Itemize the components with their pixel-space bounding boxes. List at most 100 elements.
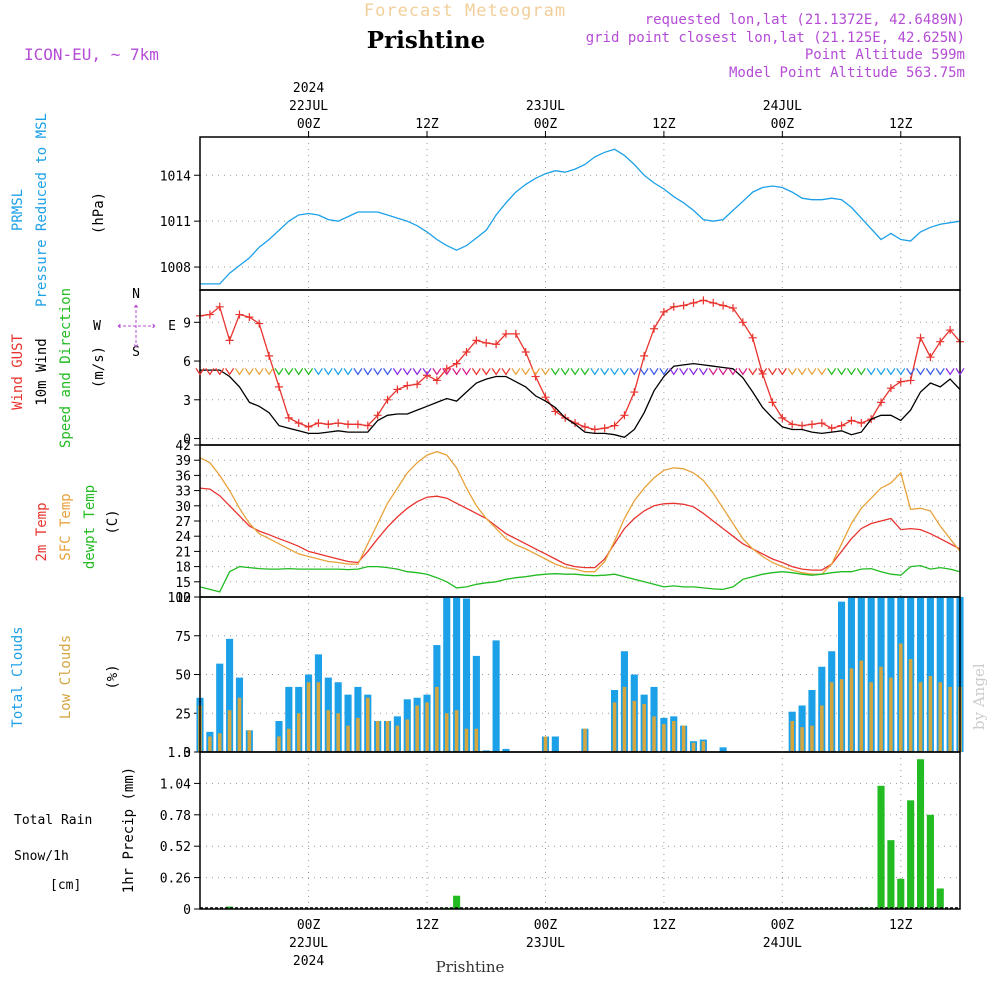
cloud-bar-low: [938, 682, 943, 752]
y-tick-label: 9: [183, 316, 191, 331]
credit-text: by Angel: [970, 663, 988, 730]
wind-direction-arrow: [333, 368, 343, 376]
wind-direction-arrow: [323, 368, 333, 376]
location-title: Prishtine: [367, 27, 486, 54]
gust-marker: [827, 424, 836, 433]
compass-rose-icon: [117, 304, 156, 348]
y-tick-label: 18: [175, 561, 191, 576]
y-tick-label: 3: [183, 394, 191, 409]
wind-direction-arrow: [205, 368, 215, 376]
y-tick-label: 1011: [160, 215, 191, 230]
gust-marker: [837, 421, 846, 430]
top-time-label: 12Z: [415, 117, 439, 132]
wind-direction-arrow: [856, 368, 866, 376]
y-tick-label: 12: [175, 591, 191, 606]
panel-clouds: 0 25 50 75 100: [168, 591, 964, 761]
temp-dewpt-label: dewpt Temp: [82, 485, 98, 569]
forecast-meteogram-title: Forecast Meteogram: [364, 1, 566, 21]
cloud-bar-low: [908, 659, 913, 752]
wind-direction-arrow: [955, 368, 965, 376]
series-line-pressure-0: [200, 148, 961, 285]
cloud-bar-low: [671, 721, 676, 752]
y-tick-label: 30: [175, 500, 191, 515]
y-tick-label: 1008: [160, 261, 191, 276]
wind-direction-arrow: [866, 368, 876, 376]
rain-bar: [907, 800, 915, 909]
wind-gust-label: Wind GUST: [10, 334, 26, 410]
cloud-bar-low: [681, 725, 686, 752]
wind-direction-arrow: [244, 368, 254, 376]
bottom-time-label: 00Z: [534, 918, 558, 933]
cloud-bar-low: [899, 643, 903, 752]
cloud-bar-low: [395, 725, 400, 752]
y-tick-label: 15: [175, 576, 191, 591]
cloud-bar-low: [869, 682, 873, 752]
wind-direction-arrow: [491, 368, 501, 376]
cloud-bar-low: [444, 713, 449, 752]
wind-direction-arrow: [916, 368, 926, 376]
y-tick-label: 50: [175, 669, 191, 684]
gust-marker: [432, 376, 441, 385]
wind-direction-arrow: [728, 368, 738, 376]
wind-direction-arrow: [758, 368, 768, 376]
pressure-label-long: Pressure Reduced to MSL: [34, 113, 50, 307]
gust-marker: [462, 348, 471, 356]
y-tick-label: 36: [175, 469, 191, 484]
gust-marker: [778, 413, 787, 422]
rain-bar: [877, 785, 885, 909]
compass-e: E: [168, 319, 176, 334]
cloud-bar-low: [336, 713, 340, 752]
wind-direction-arrow: [708, 368, 718, 376]
top-time-label: 00Z: [297, 117, 321, 132]
cloud-bar-low: [839, 679, 844, 752]
wind-10m-label: 10m Wind: [34, 338, 50, 405]
cloud-bar-total: [916, 597, 925, 752]
cloud-bar-low: [474, 728, 479, 752]
gust-marker: [205, 310, 214, 319]
wind-direction-arrow: [906, 368, 916, 376]
wind-direction-arrow: [521, 368, 531, 376]
gust-marker: [334, 419, 343, 428]
series-line-temperature-2: [199, 564, 961, 593]
clouds-unit-label: (%): [105, 664, 121, 689]
grid-point-coords: grid point closest lon,lat (21.125E, 42.…: [586, 30, 965, 46]
bottom-time-label: 12Z: [415, 918, 439, 933]
cloud-bar-total: [216, 663, 224, 752]
top-time-label: 24JUL: [763, 99, 802, 114]
gust-marker: [265, 351, 274, 360]
rain-bar: [936, 888, 944, 909]
gust-marker: [324, 420, 333, 429]
cloud-bar-low: [889, 677, 893, 752]
temp-unit-label: (C): [105, 509, 121, 534]
wind-direction-arrow: [511, 368, 521, 376]
gust-marker: [906, 376, 915, 385]
cloud-bar-low: [316, 682, 321, 752]
bottom-time-label: 00Z: [771, 918, 795, 933]
wind-direction-arrow: [935, 368, 945, 376]
wind-direction-arrow: [313, 368, 323, 376]
cloud-bar-total: [926, 597, 934, 752]
y-tick-label: 1.04: [160, 777, 191, 792]
wind-direction-arrow: [383, 368, 393, 376]
cloud-bar-total: [551, 736, 559, 752]
wind-direction-arrow: [590, 368, 600, 376]
cloud-bar-total: [838, 601, 846, 752]
cloud-bar-low: [691, 742, 696, 752]
y-tick-label: 39: [175, 454, 191, 469]
panel-pressure: 1008 1011 1014: [160, 136, 961, 291]
cloud-bar-low: [435, 686, 439, 752]
cloud-bar-low: [306, 682, 311, 752]
wind-direction-arrow: [639, 368, 649, 376]
gust-marker: [709, 298, 718, 307]
cloud-bar-low: [829, 682, 834, 752]
wind-direction-arrow: [501, 368, 511, 376]
wind-direction-arrow: [718, 368, 728, 376]
wind-direction-arrow: [304, 368, 314, 376]
cloud-bar-low: [800, 727, 804, 752]
rain-bar: [916, 759, 925, 909]
gust-marker: [353, 420, 362, 429]
y-tick-label: 25: [175, 707, 191, 722]
wind-unit-label: (m/s): [91, 346, 107, 388]
wind-direction-arrow: [452, 368, 462, 376]
gust-marker: [551, 407, 560, 416]
